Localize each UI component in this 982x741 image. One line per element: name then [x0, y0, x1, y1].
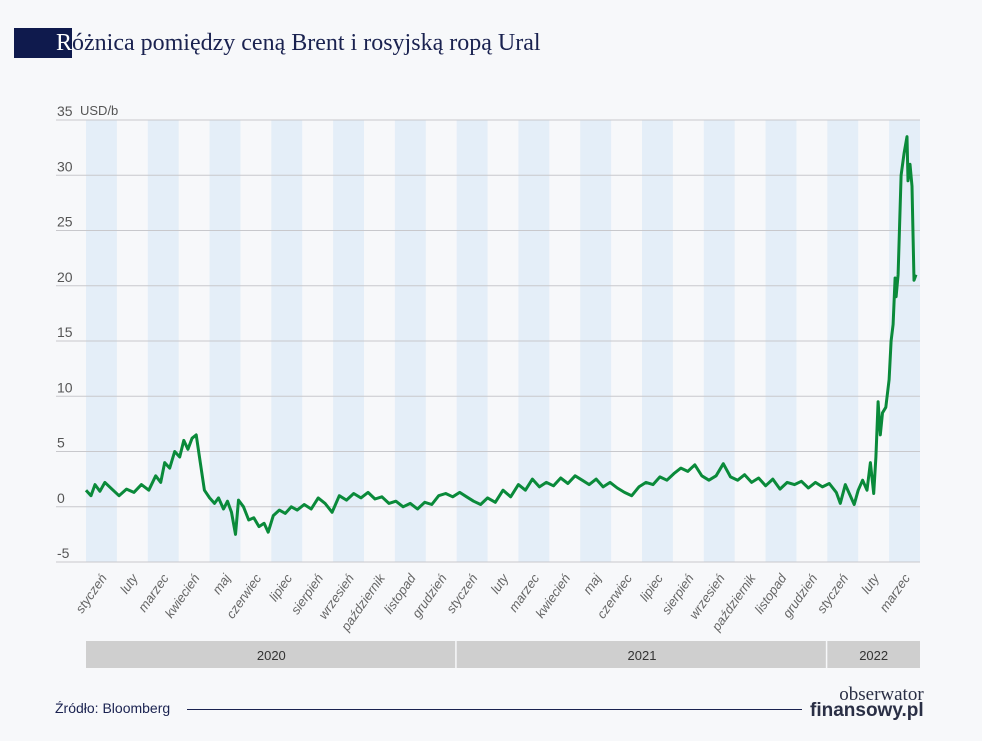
- month-label: lipiec: [266, 571, 296, 604]
- month-label: maj: [580, 570, 605, 597]
- y-tick-label: 10: [57, 379, 73, 395]
- month-label: maj: [209, 570, 234, 597]
- logo: obserwator finansowy.pl: [810, 684, 924, 721]
- year-label: 2022: [859, 648, 888, 663]
- chart-title: Różnica pomiędzy ceną Brent i rosyjską r…: [14, 28, 541, 58]
- title-first-letter: R: [56, 29, 73, 56]
- y-tick-label: 35: [57, 103, 73, 119]
- month-label: luty: [858, 570, 883, 596]
- y-axis-label: USD/b: [80, 103, 118, 118]
- month-label: lipiec: [637, 571, 667, 604]
- y-tick-label: -5: [57, 545, 70, 561]
- y-tick-label: 30: [57, 158, 73, 174]
- y-tick-label: 5: [57, 435, 65, 451]
- logo-line2: finansowy.pl: [810, 700, 924, 721]
- year-segment: [456, 641, 826, 668]
- source-divider: [187, 709, 802, 710]
- year-segment: [86, 641, 456, 668]
- month-label: luty: [117, 570, 142, 596]
- title-text: óżnica pomiędzy ceną Brent i rosyjską ro…: [72, 29, 541, 56]
- y-axis-ticks: -5 0 5 10 15 20 25 30 35: [57, 103, 73, 561]
- year-label: 2021: [628, 648, 657, 663]
- month-label: styczeń: [72, 571, 110, 616]
- y-tick-label: 15: [57, 324, 73, 340]
- year-bar: 2020 2021 2022: [86, 641, 920, 668]
- source-note: Źródło: Bloomberg: [55, 700, 171, 716]
- title-accent-block: [14, 28, 72, 58]
- month-label: luty: [488, 570, 513, 596]
- month-label: styczeń: [443, 571, 481, 616]
- y-tick-label: 20: [57, 269, 73, 285]
- y-tick-label: 25: [57, 214, 73, 230]
- gridlines: [56, 119, 920, 563]
- series-line: [84, 135, 918, 536]
- year-label: 2020: [257, 648, 286, 663]
- logo-line1: obserwator: [839, 684, 924, 705]
- month-label: marzec: [876, 571, 913, 615]
- month-label: styczeń: [814, 571, 852, 616]
- year-segment: [827, 641, 920, 668]
- y-tick-label: 0: [57, 490, 65, 506]
